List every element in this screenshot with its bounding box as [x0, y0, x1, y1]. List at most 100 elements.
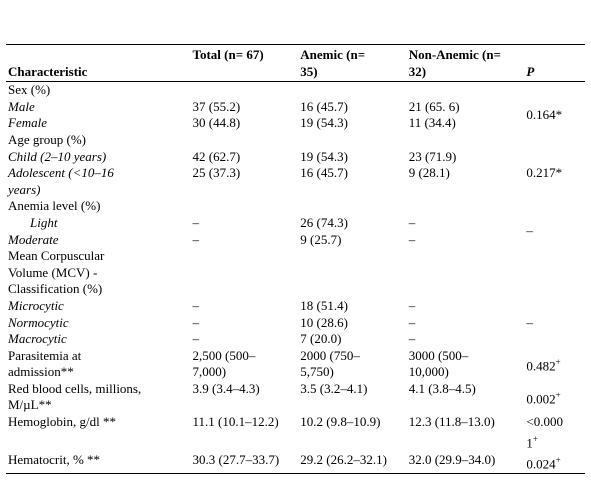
value-text: 11 (34.4): [408, 115, 456, 131]
value-text: –: [408, 331, 416, 347]
table-row: Red blood cells, millions, M/µL** 3.9 (3.…: [6, 381, 585, 414]
value-cell: –: [191, 315, 299, 332]
label-cell: Macrocytic: [6, 331, 191, 348]
label-text: Anemia level (%): [8, 198, 101, 214]
table-row: Hemoglobin, g/dl ** 11.1 (10.1–12.2) 10.2 …: [6, 414, 585, 452]
value-text: 32.0 (29.9–34.0): [408, 451, 496, 467]
label-cell: Normocytic: [6, 315, 191, 332]
value-text: 42 (62.7): [192, 148, 241, 164]
value-cell: 25 (37.3): [191, 165, 299, 198]
header-cell: Characteristic: [6, 43, 191, 83]
value-text: –: [192, 314, 200, 330]
value-cell: 26 (74.3): [298, 215, 406, 232]
p-value-text: 0.002: [526, 391, 556, 407]
value-cell: [191, 248, 299, 298]
value-cell: –: [407, 232, 525, 249]
table-row: Mean Corpuscular Volume (MCV) - Classifi…: [6, 248, 585, 298]
value-text: 25 (37.3): [192, 165, 241, 181]
table-row: Anemia level (%): [6, 198, 585, 215]
value-text: 37 (55.2): [192, 98, 241, 114]
value-text: –: [192, 297, 200, 313]
value-cell: 18 (51.4): [298, 298, 406, 315]
p-value-mark: +: [532, 433, 538, 444]
value-cell: 19 (54.3): [298, 149, 406, 166]
header-text: Total (n= 67): [192, 47, 264, 62]
p-value-mark: +: [555, 454, 561, 465]
value-text: 10.2 (9.8–10.9): [300, 414, 381, 430]
label-text: Male: [8, 98, 35, 114]
value-cell: –: [191, 298, 299, 315]
value-text: 16 (45.7): [300, 98, 348, 114]
label-text: Moderate: [8, 231, 59, 247]
value-text: –: [408, 297, 416, 313]
label-text: Hemoglobin, g/dl **: [8, 414, 116, 430]
value-cell: 30 (44.8): [191, 115, 299, 132]
label-cell: Mean Corpuscular Volume (MCV) - Classifi…: [6, 248, 191, 298]
value-text: –: [408, 314, 416, 330]
table-row: Light – 26 (74.3) – –: [6, 214, 585, 238]
value-cell: 4.1 (3.8–4.5): [407, 381, 525, 414]
table-row: Moderate – 9 (25.7) –: [6, 232, 585, 249]
label-text: Parasitemia at admission**: [8, 347, 82, 380]
value-text: 2,500 (500–7,000): [192, 347, 256, 380]
label-text: Microcytic: [8, 297, 64, 313]
value-text: –: [192, 214, 200, 230]
label-cell: Moderate: [6, 232, 191, 249]
value-text: –: [192, 231, 200, 247]
table-row: Adolescent (<10–16 years) 25 (37.3) 16 (45…: [6, 165, 585, 198]
value-cell: 9 (28.1): [407, 165, 525, 198]
p-cell: 0.482+: [524, 348, 585, 381]
value-text: 30 (44.8): [192, 115, 241, 131]
value-text: 2000 (750–5,750): [300, 347, 360, 380]
results-table: Characteristic Total (n= 67) Anemic (n= …: [6, 43, 585, 474]
label-cell: Male: [6, 99, 191, 116]
value-text: 26 (74.3): [300, 214, 348, 230]
value-cell: 3.9 (3.4–4.3): [191, 381, 299, 414]
label-cell: Anemia level (%): [6, 198, 191, 215]
value-text: 19 (54.3): [300, 148, 348, 164]
label-text: Red blood cells, millions, M/µL**: [8, 380, 142, 413]
label-cell: Hematocrit, % **: [6, 451, 191, 474]
table-row: Sex (%): [6, 82, 585, 99]
p-value: 0.217*: [526, 165, 563, 181]
header-text: Non-Anemic (n= 32): [408, 47, 501, 79]
value-text: 9 (28.1): [408, 165, 450, 181]
label-cell: Hemoglobin, g/dl **: [6, 414, 191, 452]
p-cell: 0.024+: [524, 451, 585, 474]
label-text: Hematocrit, % **: [8, 451, 101, 467]
value-text: 30.3 (27.7–33.7): [192, 451, 280, 467]
p-cell: 0.002+: [524, 381, 585, 414]
value-text: 7 (20.0): [300, 331, 342, 347]
p-cell: 0.217*: [524, 149, 585, 199]
value-cell: –: [407, 298, 525, 315]
p-value: 0.002+: [526, 387, 568, 408]
value-cell: 2,500 (500–7,000): [191, 348, 299, 381]
value-cell: 10.2 (9.8–10.9): [298, 414, 406, 452]
table-body: Sex (%) Male 37 (55.2) 16 (45.7) 21 (65. 6) 0…: [6, 82, 585, 474]
value-text: –: [408, 231, 416, 247]
p-cell: <0.0001+: [524, 414, 585, 452]
header-cell: P: [524, 43, 585, 83]
table-row: Macrocytic – 7 (20.0) –: [6, 331, 585, 348]
value-cell: 16 (45.7): [298, 165, 406, 198]
p-cell: 0.164*: [524, 99, 585, 132]
label-cell: Parasitemia at admission**: [6, 348, 191, 381]
label-cell: Microcytic: [6, 298, 191, 315]
p-value: <0.0001+: [526, 414, 568, 452]
label-cell: Red blood cells, millions, M/µL**: [6, 381, 191, 414]
value-text: 3.9 (3.4–4.3): [192, 380, 260, 396]
value-cell: [191, 82, 299, 99]
value-cell: 11.1 (10.1–12.2): [191, 414, 299, 452]
value-cell: [407, 198, 525, 215]
value-cell: 3.5 (3.2–4.1): [298, 381, 406, 414]
label-text: Mean Corpuscular Volume (MCV) - Classifi…: [8, 248, 105, 297]
value-cell: –: [407, 215, 525, 232]
label-text: Normocytic: [8, 314, 69, 330]
value-text: 3.5 (3.2–4.1): [300, 380, 368, 396]
value-cell: [191, 132, 299, 149]
value-cell: 12.3 (11.8–13.0): [407, 414, 525, 452]
value-cell: [191, 198, 299, 215]
value-text: 4.1 (3.8–4.5): [408, 380, 476, 396]
value-cell: 2000 (750–5,750): [298, 348, 406, 381]
